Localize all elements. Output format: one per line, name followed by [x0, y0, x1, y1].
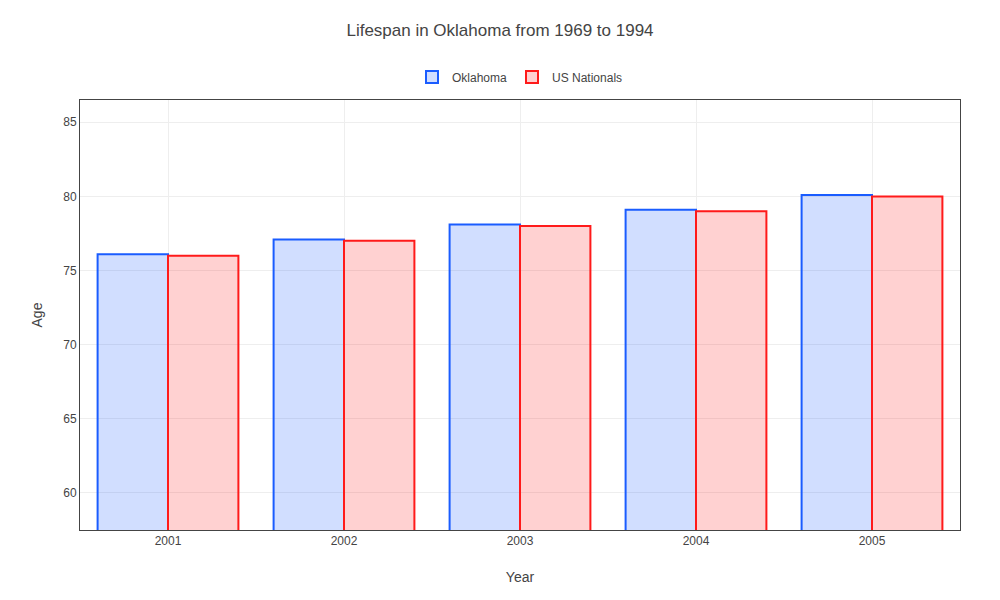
- svg-text:US Nationals: US Nationals: [552, 71, 622, 85]
- svg-text:Oklahoma: Oklahoma: [452, 71, 507, 85]
- svg-text:2005: 2005: [859, 534, 886, 548]
- svg-text:2004: 2004: [683, 534, 710, 548]
- svg-text:70: 70: [63, 338, 77, 352]
- svg-text:2003: 2003: [507, 534, 534, 548]
- svg-text:2001: 2001: [155, 534, 182, 548]
- svg-text:Age: Age: [29, 302, 45, 327]
- svg-text:2002: 2002: [331, 534, 358, 548]
- svg-text:75: 75: [63, 264, 77, 278]
- svg-text:65: 65: [63, 412, 77, 426]
- svg-text:Year: Year: [506, 569, 535, 585]
- svg-text:85: 85: [63, 115, 77, 129]
- svg-text:60: 60: [63, 486, 77, 500]
- svg-text:Lifespan in Oklahoma from 1969: Lifespan in Oklahoma from 1969 to 1994: [346, 21, 653, 40]
- svg-text:80: 80: [63, 190, 77, 204]
